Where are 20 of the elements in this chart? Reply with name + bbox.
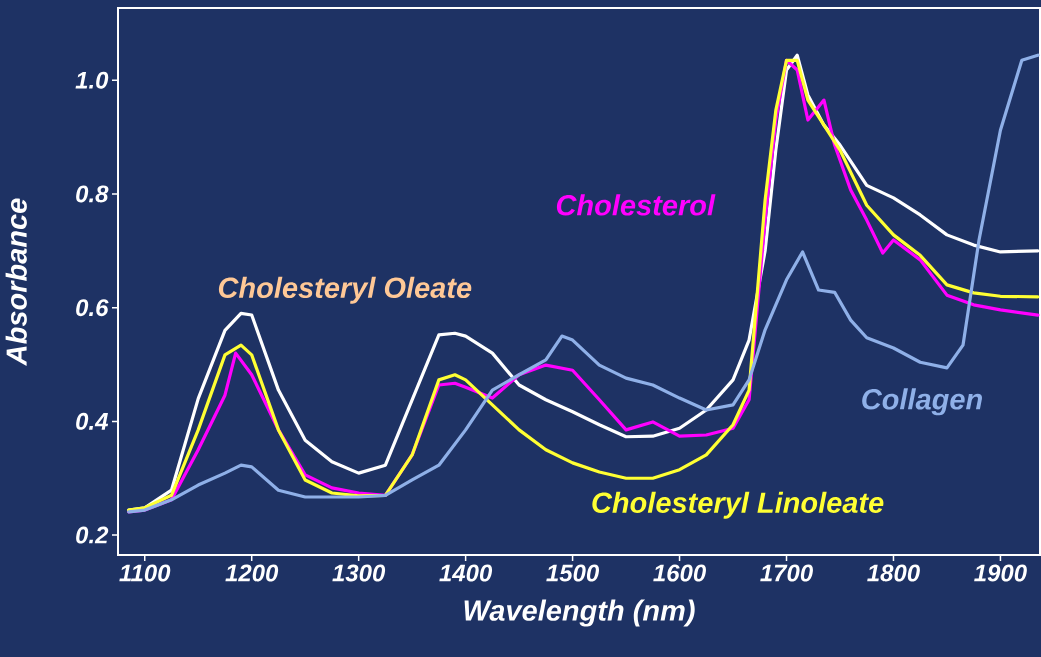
y-tick-label: 0.4	[76, 412, 109, 430]
y-axis-title: Absorbance	[5, 198, 27, 366]
x-tick-label: 1100	[119, 564, 171, 582]
x-tick-label: 1600	[653, 564, 706, 582]
series-label: Cholesterol	[556, 194, 716, 216]
y-tick-label: 0.8	[76, 185, 109, 203]
x-tick-label: 1800	[867, 564, 920, 582]
x-tick-label: 1700	[760, 564, 813, 582]
x-tick-label: 1300	[332, 564, 386, 582]
x-tick-label: 1200	[225, 564, 279, 582]
y-tick-label: 0.6	[76, 299, 109, 317]
x-tick-label: 1900	[974, 564, 1027, 582]
series-label: Cholesteryl Linoleate	[592, 491, 884, 519]
x-tick-label: 1400	[439, 564, 493, 582]
x-axis-title: Wavelength (nm)	[464, 599, 695, 627]
x-tick-label: 1500	[546, 564, 600, 582]
series-label: Cholesteryl Oleate	[218, 276, 472, 304]
series-label: Collagen	[862, 388, 982, 416]
y-tick-label: 1.0	[75, 71, 109, 89]
y-tick-label: 0.2	[76, 526, 109, 544]
